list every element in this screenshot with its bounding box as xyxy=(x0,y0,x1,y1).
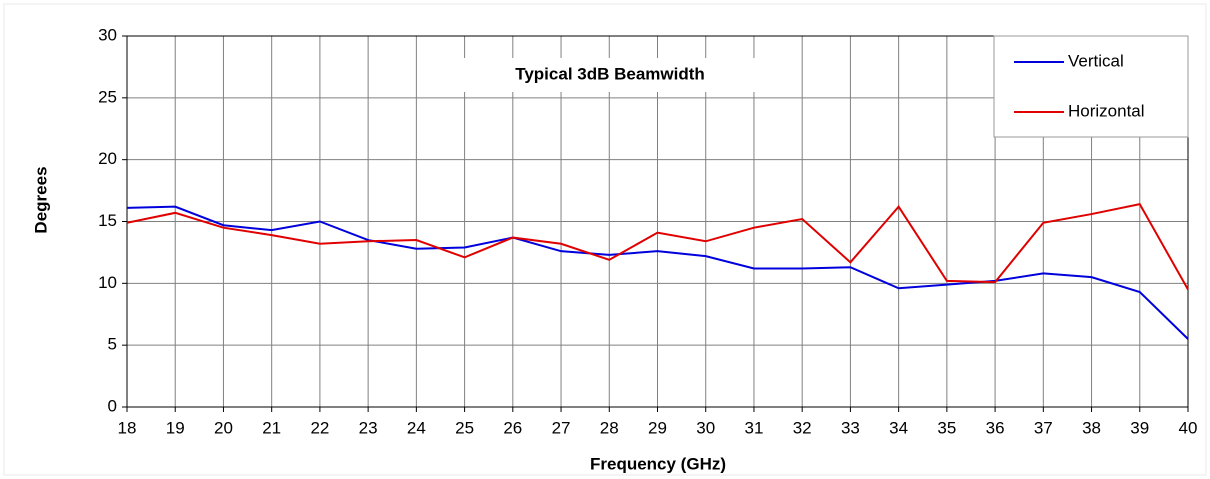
x-tick-label: 20 xyxy=(214,418,233,437)
legend-box xyxy=(993,35,1189,138)
y-tick-label: 10 xyxy=(98,273,117,292)
series-line xyxy=(126,203,1189,291)
x-tick-label: 36 xyxy=(986,418,1005,437)
y-tick-label: 20 xyxy=(98,149,117,168)
x-axis-label: Frequency (GHz) xyxy=(590,454,726,473)
y-tick-label: 30 xyxy=(98,25,117,44)
x-tick-label: 18 xyxy=(118,418,137,437)
y-tick-label: 15 xyxy=(98,211,117,230)
x-tick-label: 21 xyxy=(262,418,281,437)
y-axis-label: Degrees xyxy=(31,166,50,233)
x-tick-label: 31 xyxy=(744,418,763,437)
x-tick-label: 39 xyxy=(1130,418,1149,437)
x-tick-label: 35 xyxy=(937,418,956,437)
x-tick-label: 19 xyxy=(166,418,185,437)
x-tick-label: 37 xyxy=(1034,418,1053,437)
x-tick-label: 27 xyxy=(552,418,571,437)
x-tick-label: 29 xyxy=(648,418,667,437)
x-tick-label: 28 xyxy=(600,418,619,437)
x-tick-label: 40 xyxy=(1179,418,1198,437)
y-tick-label: 0 xyxy=(108,396,117,415)
x-tick-label: 38 xyxy=(1082,418,1101,437)
x-tick-label: 34 xyxy=(889,418,908,437)
y-tick-label: 5 xyxy=(108,335,117,354)
x-tick-label: 25 xyxy=(455,418,474,437)
x-tick-label: 22 xyxy=(310,418,329,437)
chart-title: Typical 3dB Beamwidth xyxy=(515,64,705,83)
legend-label: Vertical xyxy=(1068,51,1124,70)
y-tick-label: 25 xyxy=(98,87,117,106)
x-tick-label: 26 xyxy=(503,418,522,437)
series-line xyxy=(126,205,1189,340)
x-tick-label: 33 xyxy=(841,418,860,437)
x-tick-label: 23 xyxy=(359,418,378,437)
x-tick-label: 24 xyxy=(407,418,426,437)
title-bg xyxy=(462,58,758,92)
legend-label: Horizontal xyxy=(1068,101,1145,120)
x-tick-label: 32 xyxy=(793,418,812,437)
x-tick-label: 30 xyxy=(696,418,715,437)
